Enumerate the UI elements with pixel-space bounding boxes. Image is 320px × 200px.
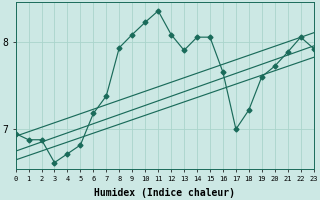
X-axis label: Humidex (Indice chaleur): Humidex (Indice chaleur): [94, 188, 235, 198]
